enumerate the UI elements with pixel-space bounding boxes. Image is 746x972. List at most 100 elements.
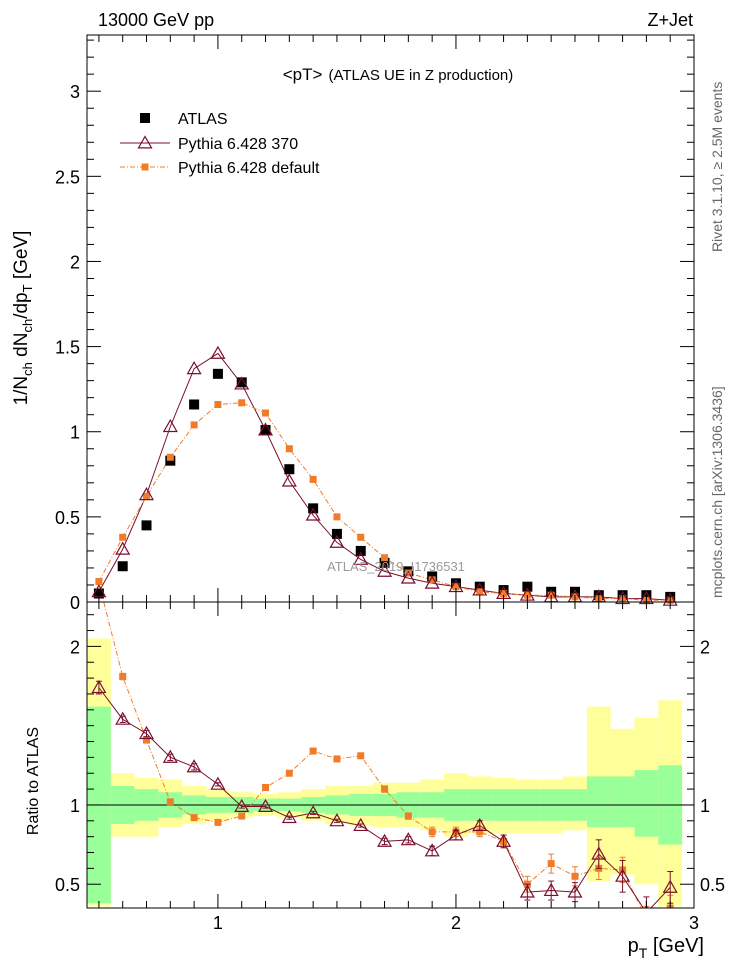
ratio-point-pythia-default (238, 812, 246, 820)
ratio-y-tick-label-right: 1 (700, 796, 710, 816)
ratio-point-pythia-default (476, 828, 484, 836)
main-point-pythia-default (285, 445, 293, 453)
legend-marker-atlas (140, 113, 150, 123)
ratio-point-pythia-370 (567, 884, 583, 898)
ratio-plot-axes: 0.5 0.5 1 1 2 2 1 2 3 (55, 602, 725, 933)
ratio-point-pythia-370 (210, 776, 226, 790)
ratio-point-pythia-default (381, 785, 389, 793)
main-point-atlas (355, 545, 366, 556)
legend-entry: Pythia 6.428 370 (178, 136, 298, 153)
main-point-atlas (569, 586, 580, 597)
main-point-pythia-default (119, 533, 127, 541)
main-point-atlas (189, 399, 200, 410)
ratio-point-pythia-370 (377, 833, 393, 847)
main-plot-axes: 0 0.5 1 1.5 2 2.5 3 (55, 35, 694, 613)
ratio-point-pythia-370 (257, 798, 274, 813)
header-right: Z+Jet (647, 10, 693, 30)
main-point-atlas (260, 425, 271, 436)
main-point-pythia-default (95, 578, 103, 586)
main-point-pythia-370 (377, 563, 393, 577)
rivet-label: Rivet 3.1.10, ≥ 2.5M events (709, 82, 725, 252)
main-point-pythia-370 (424, 575, 440, 589)
ratio-point-pythia-370 (424, 843, 440, 857)
x-axis-label: pT [GeV] (628, 935, 704, 961)
plot-title: <pT> (ATLAS UE in Z production) (283, 65, 514, 84)
ratio-plot-panel: 0.5 0.5 1 1 2 2 1 2 3 Ratio to ATLAS pT [GeV] (25, 601, 725, 961)
mcplots-label: mcplots.cern.ch [arXiv:1306.3436] (709, 386, 725, 598)
main-point-atlas (236, 377, 247, 388)
ratio-y-axis-label: Ratio to ATLAS (25, 727, 42, 835)
main-point-atlas (93, 588, 104, 599)
legend-marker-pythia-370 (137, 135, 153, 149)
ratio-point-pythia-370 (615, 868, 631, 882)
ratio-point-pythia-370 (234, 798, 250, 813)
main-point-pythia-370 (234, 376, 250, 390)
ratio-point-pythia-370 (591, 846, 607, 860)
ratio-point-pythia-370 (543, 882, 559, 897)
ratio-series-group (91, 602, 678, 908)
main-y-tick-label: 0.5 (55, 508, 80, 528)
ratio-plot-frame (86, 601, 695, 909)
main-point-pythia-370 (400, 570, 416, 584)
ratio-point-pythia-370 (448, 827, 464, 841)
main-y-tick-label: 3 (70, 82, 80, 102)
ratio-y-tick-label: 0.5 (55, 875, 80, 895)
plot-title-main: <pT> (283, 65, 323, 84)
main-point-pythia-default (166, 453, 174, 461)
x-tick-label: 2 (451, 913, 461, 933)
main-y-axis-label: 1/Nch dNch/dpT [GeV] (11, 231, 35, 406)
main-point-pythia-default (452, 583, 460, 591)
ratio-point-pythia-370 (281, 809, 297, 824)
ratio-point-pythia-default (357, 752, 365, 760)
ratio-y-tick-label: 1 (70, 796, 80, 816)
legend-entry: Pythia 6.428 default (178, 160, 320, 177)
ratio-point-pythia-default (119, 673, 127, 681)
main-point-pythia-default (309, 475, 317, 483)
main-plot-panel: 0 0.5 1 1.5 2 2.5 3 <pT> (ATLAS UE in Z product… (11, 34, 695, 613)
ratio-point-pythia-370 (115, 711, 131, 725)
ratio-line-pythia-default (103, 602, 671, 908)
main-y-tick-label: 2 (70, 252, 80, 272)
main-point-atlas (379, 557, 390, 568)
ratio-point-pythia-370 (400, 832, 416, 846)
header-left: 13000 GeV pp (98, 10, 214, 30)
main-point-pythia-370 (305, 507, 321, 521)
main-y-tick-label: 2.5 (55, 167, 80, 187)
main-point-pythia-default (190, 421, 198, 429)
ratio-y-tick-label-right: 2 (700, 637, 710, 657)
main-y-tick-label: 1 (70, 423, 80, 443)
ratio-point-pythia-370 (662, 879, 678, 893)
plot-title-sub: (ATLAS UE in Z production) (328, 67, 513, 84)
ratio-band-inner (610, 776, 635, 828)
legend-entry: ATLAS (178, 111, 228, 128)
ratio-point-pythia-default (404, 812, 412, 820)
main-point-pythia-370 (281, 473, 297, 487)
main-point-atlas (284, 464, 295, 475)
legend: ATLAS Pythia 6.428 370 Pythia 6.428 defaul… (120, 111, 320, 177)
main-point-pythia-370 (257, 422, 274, 436)
main-point-pythia-default (381, 554, 389, 562)
main-point-pythia-default (333, 513, 341, 521)
main-point-atlas (212, 368, 223, 379)
main-point-pythia-default (214, 400, 222, 408)
ratio-y-tick-label: 2 (70, 637, 80, 657)
ratio-point-pythia-370 (329, 813, 345, 827)
main-point-pythia-default (500, 589, 508, 597)
main-point-atlas (117, 561, 128, 572)
ratio-point-pythia-default (333, 755, 341, 763)
main-point-pythia-370 (115, 541, 131, 555)
ratio-point-pythia-370 (138, 725, 155, 740)
ratio-point-pythia-default (190, 814, 198, 822)
legend-marker-pythia-default (141, 163, 149, 171)
main-point-pythia-370 (472, 582, 488, 596)
ratio-y-tick-label-right: 0.5 (700, 875, 725, 895)
ratio-point-pythia-default (262, 784, 270, 792)
main-point-atlas (141, 520, 152, 531)
ratio-point-pythia-default (309, 747, 317, 755)
main-point-pythia-default (357, 533, 365, 541)
ratio-point-pythia-370 (496, 833, 512, 847)
ratio-point-pythia-370 (91, 679, 107, 694)
main-point-pythia-370 (138, 487, 155, 501)
ratio-point-pythia-default (571, 872, 579, 880)
